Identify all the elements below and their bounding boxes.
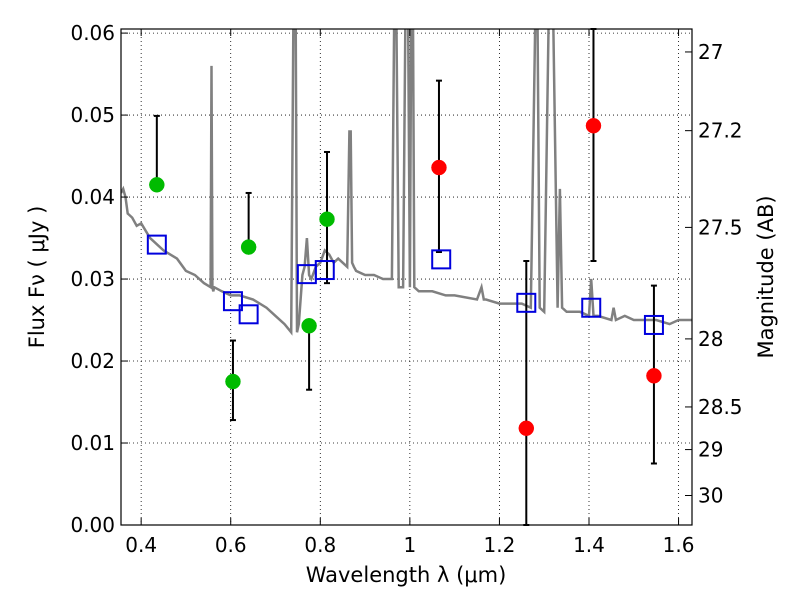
model-square-marker (314, 260, 335, 281)
x-tick-label: 1.4 (573, 533, 605, 557)
data-point (646, 368, 662, 384)
model-square-marker (146, 234, 167, 255)
spectrum-line (121, 29, 692, 336)
model-square-marker (222, 291, 243, 312)
model-square-marker (431, 249, 452, 270)
x-tick-label: 1.2 (484, 533, 516, 557)
data-point (301, 318, 317, 334)
model-square-marker (643, 314, 664, 335)
right-tick-label: 29 (698, 438, 723, 462)
right-tick-label: 27 (698, 40, 723, 64)
data-point (225, 373, 241, 390)
x-axis-label: Wavelength λ (μm) (306, 563, 507, 587)
data-point (240, 239, 257, 255)
x-tick-label: 0.8 (304, 533, 336, 557)
plot-area-background (121, 29, 692, 525)
data-point (585, 117, 602, 134)
x-axis: 0.4 0.6 0.8 1 1.2 1.4 1.6 (125, 29, 694, 557)
y-axis-label: Flux Fν ( μJy ) (25, 206, 49, 349)
right-tick-label: 30 (698, 483, 723, 507)
y-tick-label: 0.00 (70, 513, 115, 537)
x-tick-label: 1 (403, 533, 416, 557)
y-axis-right: 27 27.2 27.5 28 28.5 29 30 (685, 40, 743, 507)
x-tick-label: 0.6 (215, 533, 247, 557)
y-tick-label: 0.05 (70, 103, 115, 127)
data-point (518, 420, 535, 437)
y-tick-label: 0.06 (70, 21, 115, 45)
model-spectrum-layer (121, 29, 692, 336)
y-tick-label: 0.03 (70, 267, 115, 291)
y-axis-right-label: Magnitude (AB) (754, 195, 778, 358)
model-square-marker (516, 292, 537, 313)
right-tick-label: 27.5 (698, 215, 743, 239)
model-square-marker (238, 304, 259, 325)
x-tick-label: 1.6 (663, 533, 695, 557)
plot-frame (120, 28, 693, 526)
y-tick-label: 0.04 (70, 185, 115, 209)
y-tick-label: 0.02 (70, 349, 115, 373)
y-axis-left: 0.00 0.01 0.02 0.03 0.04 0.05 0.06 (70, 21, 128, 537)
y-tick-label: 0.01 (70, 431, 115, 455)
errorbar-layer (153, 28, 657, 526)
data-point (149, 177, 165, 193)
data-point (319, 211, 335, 227)
data-point (431, 159, 447, 176)
model-square-marker (581, 297, 602, 318)
points-layer (146, 117, 664, 437)
right-tick-label: 27.2 (698, 119, 743, 143)
right-tick-label: 28.5 (698, 395, 743, 419)
x-tick-label: 0.4 (125, 533, 157, 557)
right-tick-label: 28 (698, 327, 723, 351)
